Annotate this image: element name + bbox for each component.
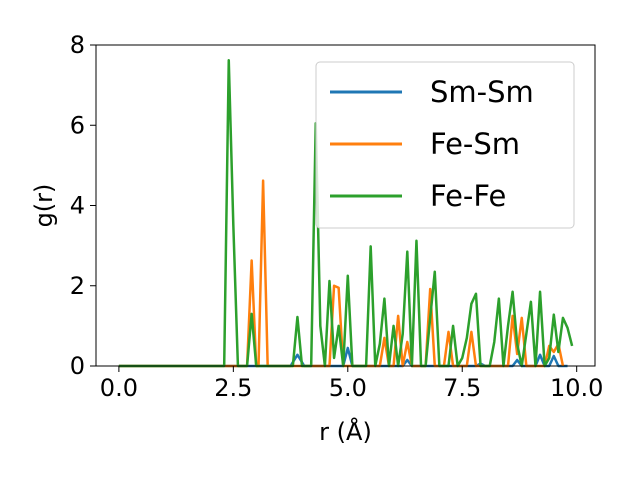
legend-label-sm-sm: Sm-Sm (430, 75, 534, 109)
legend-items: Sm-Sm Fe-Sm Fe-Fe (330, 75, 534, 213)
ticks-layer: 0.0 2.5 5.0 7.5 10.0 0 2 4 6 8 (70, 31, 604, 402)
legend-label-fe-fe: Fe-Fe (430, 179, 506, 213)
x-tick-label: 5.0 (329, 374, 367, 402)
legend: Sm-Sm Fe-Sm Fe-Fe (315, 61, 575, 229)
legend-box (315, 61, 575, 229)
y-tick-label: 6 (70, 111, 85, 139)
y-axis-label: g(r) (30, 184, 58, 228)
legend-label-fe-sm: Fe-Sm (430, 127, 520, 161)
x-tick-label: 7.5 (443, 374, 481, 402)
y-tick-label: 0 (70, 352, 85, 380)
x-axis-label: r (Å) (319, 417, 372, 446)
y-tick-label: 4 (70, 192, 85, 220)
x-tick-label: 2.5 (214, 374, 252, 402)
y-tick-label: 8 (70, 31, 85, 59)
x-tick-label: 0.0 (100, 374, 138, 402)
x-tick-label: 10.0 (550, 374, 603, 402)
y-tick-label: 2 (70, 272, 85, 300)
